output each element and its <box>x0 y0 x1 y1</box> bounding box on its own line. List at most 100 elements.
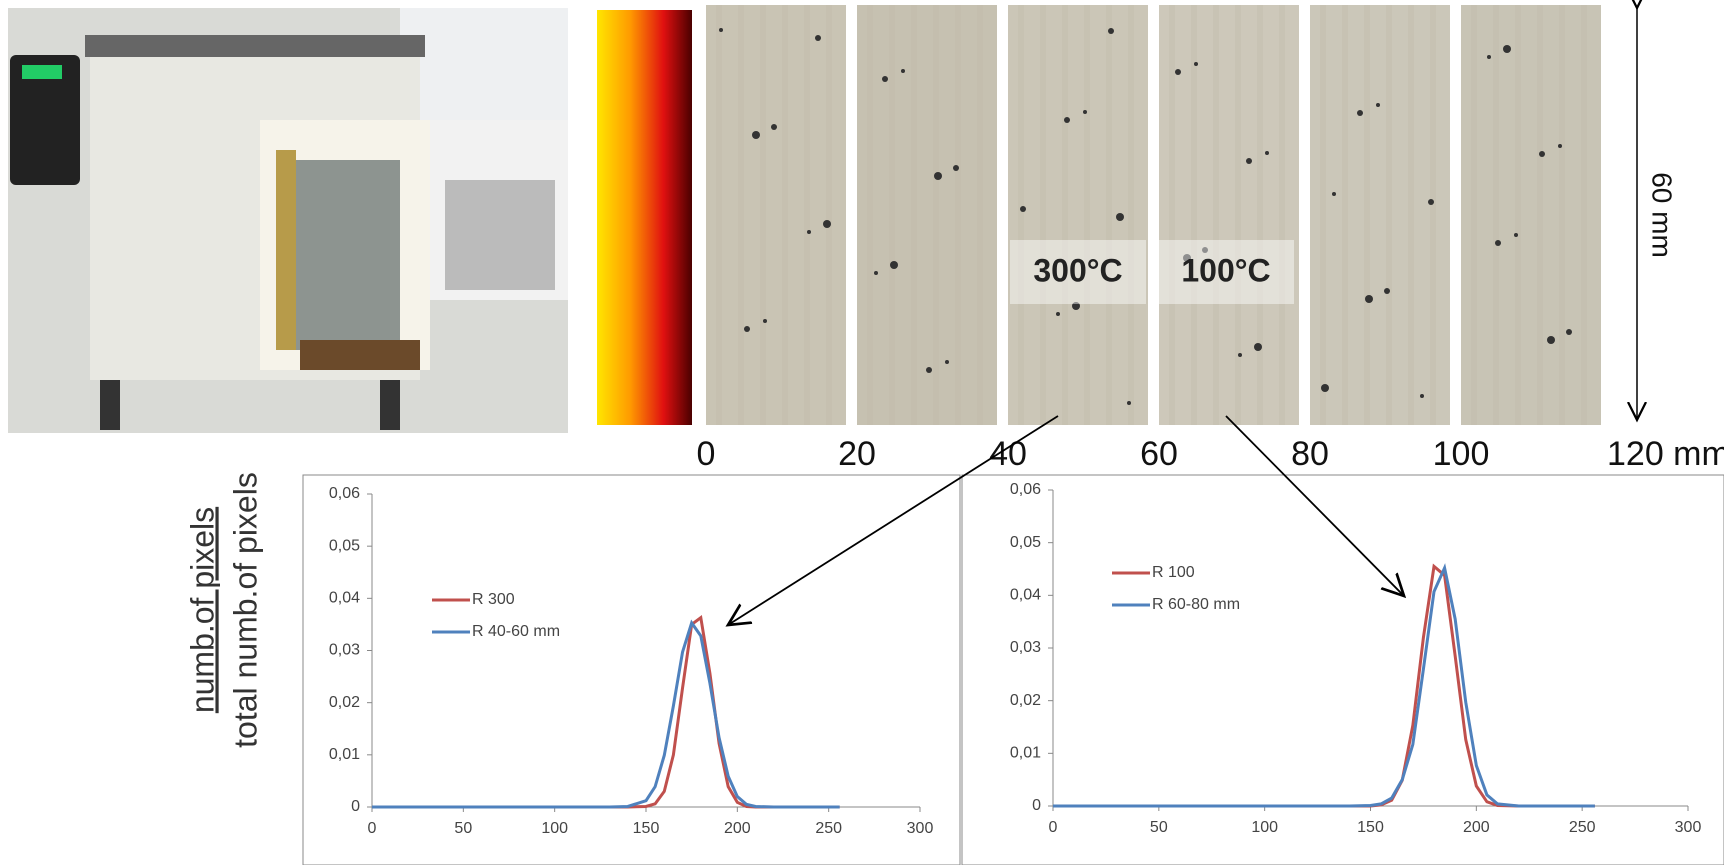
x-tick-label: 300 <box>907 820 934 837</box>
pore <box>1376 103 1380 107</box>
strip <box>857 5 997 425</box>
y-tick-label: 0,04 <box>329 590 360 607</box>
y-tick-label: 0,01 <box>329 746 360 763</box>
pore <box>763 319 767 323</box>
y-tick-label: 0,03 <box>1010 639 1041 656</box>
pointer-arrow <box>728 415 1059 625</box>
y-tick-label: 0 <box>1032 797 1041 814</box>
pore <box>1539 151 1545 157</box>
y-tick-label: 0,06 <box>1010 481 1041 498</box>
legend-label: R 100 <box>1152 564 1195 581</box>
strip-texture <box>826 5 832 425</box>
pore <box>1127 401 1131 405</box>
pore <box>1384 288 1390 294</box>
pore <box>719 28 723 32</box>
furnace-photo <box>8 8 568 433</box>
heat-gradient <box>597 10 692 425</box>
y-tick-label: 0,04 <box>1010 587 1041 604</box>
chart-frame <box>302 474 961 865</box>
x-tick-label: 100 <box>541 820 568 837</box>
pore <box>815 35 821 41</box>
strip-texture <box>804 5 810 425</box>
y-label-numerator: numb.of pixels <box>184 507 220 713</box>
x-tick-label: 150 <box>1357 819 1384 836</box>
strip-texture <box>738 5 744 425</box>
scale-label: 80 <box>1291 435 1329 473</box>
strip-texture <box>1493 5 1499 425</box>
pore <box>1558 144 1562 148</box>
y-label-denominator: total numb.of pixels <box>227 472 263 748</box>
temperature-label: 300°C <box>1033 252 1122 288</box>
pore <box>1246 158 1252 164</box>
chart-frame <box>961 474 1724 865</box>
x-tick-label: 250 <box>1569 819 1596 836</box>
y-tick-label: 0 <box>351 798 360 815</box>
pore <box>1514 233 1518 237</box>
label-box <box>1158 240 1294 304</box>
pore <box>1547 336 1555 344</box>
concrete-strips <box>706 5 1601 425</box>
y-tick-label: 0,02 <box>1010 692 1041 709</box>
series-line <box>1053 563 1595 808</box>
pore <box>1566 329 1572 335</box>
scale-label: 20 <box>838 435 876 473</box>
pore <box>1183 254 1191 262</box>
pointer-arrow <box>1225 415 1404 596</box>
strip-texture <box>977 5 983 425</box>
strip-texture <box>1257 5 1263 425</box>
pore <box>1321 384 1329 392</box>
pore <box>901 69 905 73</box>
pore <box>890 261 898 269</box>
pore <box>1108 28 1114 34</box>
strip-texture <box>1279 5 1285 425</box>
pore <box>1487 55 1491 59</box>
strip-texture <box>1128 5 1134 425</box>
strip <box>1461 5 1601 425</box>
y-tick-label: 0,06 <box>329 485 360 502</box>
legend-label: R 300 <box>472 591 515 608</box>
pore <box>953 165 959 171</box>
pore <box>882 76 888 82</box>
scale-label: 60 <box>1140 435 1178 473</box>
pore <box>874 271 878 275</box>
pore <box>1064 117 1070 123</box>
strip-texture <box>911 5 917 425</box>
x-tick-label: 200 <box>724 820 751 837</box>
strip-texture <box>1062 5 1068 425</box>
pore <box>1503 45 1511 53</box>
scale-label: 0 <box>697 435 716 473</box>
pore <box>945 360 949 364</box>
strip-texture <box>782 5 788 425</box>
x-tick-label: 50 <box>1150 819 1168 836</box>
strip-texture <box>955 5 961 425</box>
strip-texture <box>716 5 722 425</box>
strip-texture <box>1235 5 1241 425</box>
strip-texture <box>1386 5 1392 425</box>
height-label: 60 mm <box>1647 172 1678 258</box>
strip-texture <box>889 5 895 425</box>
pore <box>823 220 831 228</box>
strip-texture <box>1342 5 1348 425</box>
pore <box>771 124 777 130</box>
pore <box>1202 247 1208 253</box>
strip-texture <box>1040 5 1046 425</box>
x-tick-label: 200 <box>1463 819 1490 836</box>
temperature-label: 100°C <box>1181 252 1270 288</box>
strip-texture <box>1106 5 1112 425</box>
pore <box>1020 206 1026 212</box>
strip-texture <box>1430 5 1436 425</box>
pore <box>1420 394 1424 398</box>
strip-texture <box>1018 5 1024 425</box>
pore <box>1428 199 1434 205</box>
strip <box>706 5 846 425</box>
y-tick-label: 0,01 <box>1010 745 1041 762</box>
strip-texture <box>867 5 873 425</box>
x-tick-label: 250 <box>815 820 842 837</box>
strip-texture <box>1169 5 1175 425</box>
pore <box>744 326 750 332</box>
label-box <box>1010 240 1146 304</box>
scale-label: 120 mm <box>1607 435 1724 473</box>
scale-label: 40 <box>989 435 1027 473</box>
strip <box>1310 5 1450 425</box>
pore <box>1083 110 1087 114</box>
